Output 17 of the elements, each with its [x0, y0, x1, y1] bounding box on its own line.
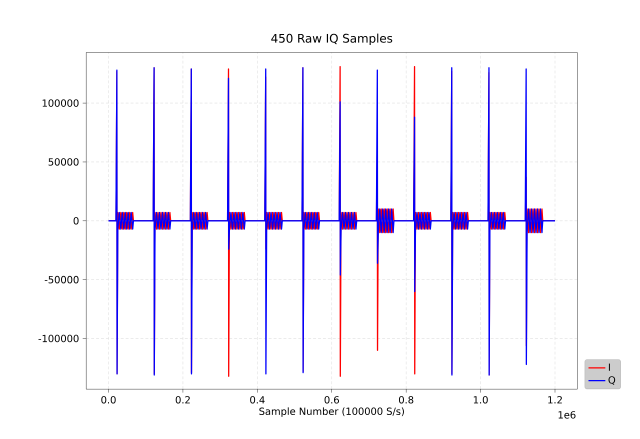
x-axis-title: Sample Number (100000 S/s) — [259, 408, 404, 418]
y-tick-label: 100000 — [42, 100, 79, 107]
text: 1e6 — [558, 411, 576, 419]
x-tick-label: 0.6 — [324, 396, 339, 404]
x-tick-label: 0.8 — [398, 396, 414, 404]
y-tick-label: 0 — [74, 217, 79, 225]
x-tick-label: 1.0 — [474, 396, 488, 404]
y-tick-label: -100000 — [38, 334, 79, 342]
x-tick-label: 1.2 — [548, 396, 562, 404]
y-tick-label: -50000 — [44, 276, 79, 284]
x-tick-label: 0.0 — [101, 396, 116, 404]
legend-label: I — [608, 364, 610, 371]
y-tick-label: 50000 — [48, 158, 79, 166]
x-tick-label: 0.2 — [176, 396, 190, 404]
chart-title: 450 Raw IQ Samples — [271, 34, 392, 46]
x-tick-label: 0.4 — [250, 396, 265, 404]
legend-label: Q — [608, 376, 616, 385]
